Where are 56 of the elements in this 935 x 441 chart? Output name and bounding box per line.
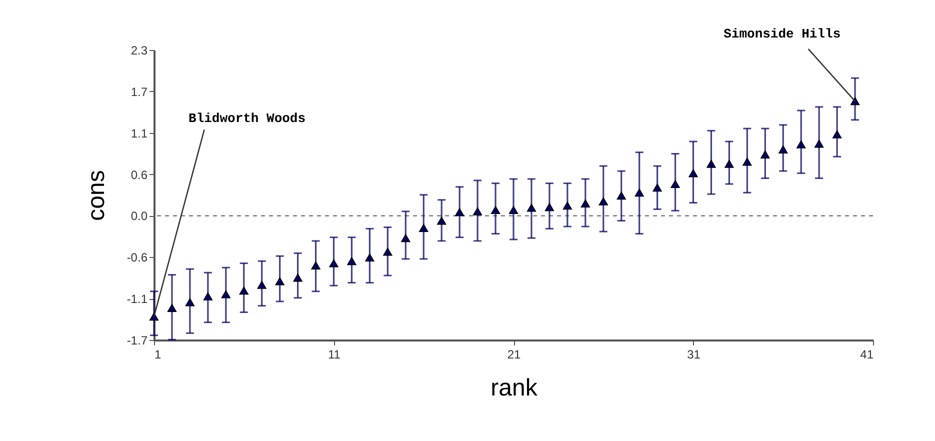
y-tick-label: 1.1	[130, 126, 148, 140]
point	[778, 145, 788, 154]
point	[221, 290, 230, 298]
point	[508, 206, 518, 214]
point	[580, 199, 590, 208]
point	[437, 216, 446, 225]
y-tick-label: -1.1	[126, 292, 148, 306]
point	[832, 130, 842, 138]
point	[526, 204, 536, 212]
point	[347, 257, 356, 266]
y-tick-label: -0.6	[126, 250, 148, 265]
point	[724, 160, 734, 168]
x-tick-label: 41	[860, 348, 874, 362]
point	[850, 97, 860, 106]
point	[454, 208, 464, 216]
point	[257, 280, 266, 289]
annotation: Simonside Hills	[724, 26, 841, 42]
point	[544, 203, 554, 212]
point	[293, 274, 302, 282]
point	[311, 261, 320, 270]
point	[814, 140, 824, 148]
y-tick-label: 1.7	[130, 84, 148, 99]
point	[239, 286, 248, 295]
point	[760, 150, 770, 158]
y-tick-label: 0.0	[130, 209, 148, 224]
x-axis-title: rank	[490, 374, 538, 402]
point	[634, 188, 644, 197]
x-tick-label: 31	[687, 348, 701, 362]
point	[203, 292, 213, 300]
point	[419, 224, 428, 232]
point	[688, 169, 698, 178]
x-tick-label: 21	[507, 348, 521, 362]
point	[598, 197, 608, 206]
point	[401, 234, 410, 242]
y-tick-label: 2.3	[130, 44, 148, 58]
y-axis-title: cons	[82, 170, 110, 221]
y-tick-label: -1.7	[126, 334, 148, 348]
point	[275, 277, 284, 286]
point	[616, 192, 626, 200]
point	[706, 160, 716, 168]
y-tick-label: 0.6	[130, 168, 148, 182]
x-tick-label: 11	[328, 348, 341, 362]
point	[562, 202, 572, 210]
point	[365, 253, 374, 262]
point	[796, 140, 806, 148]
point	[185, 298, 195, 306]
x-tick-label: 1	[154, 348, 162, 362]
point	[652, 184, 662, 192]
point	[167, 304, 177, 312]
annotation: Blidworth Woods	[188, 111, 306, 126]
point	[472, 207, 482, 216]
point	[383, 248, 392, 256]
point	[490, 206, 500, 214]
point	[742, 158, 752, 166]
point	[329, 259, 338, 268]
point	[670, 180, 680, 188]
